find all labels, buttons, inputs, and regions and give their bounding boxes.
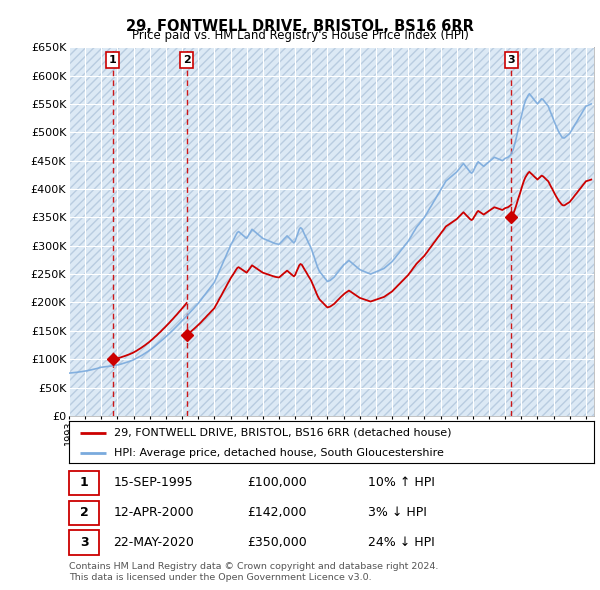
Text: 3: 3 [80, 536, 89, 549]
Text: 3% ↓ HPI: 3% ↓ HPI [368, 506, 427, 519]
Text: 22-MAY-2020: 22-MAY-2020 [113, 536, 194, 549]
FancyBboxPatch shape [69, 530, 100, 555]
Text: 29, FONTWELL DRIVE, BRISTOL, BS16 6RR: 29, FONTWELL DRIVE, BRISTOL, BS16 6RR [126, 19, 474, 34]
Text: 1: 1 [80, 476, 89, 489]
Text: £350,000: £350,000 [248, 536, 307, 549]
Text: 2: 2 [183, 55, 190, 65]
Text: 1: 1 [109, 55, 116, 65]
Text: 24% ↓ HPI: 24% ↓ HPI [368, 536, 435, 549]
FancyBboxPatch shape [69, 471, 100, 495]
Text: 2: 2 [80, 506, 89, 519]
Text: Contains HM Land Registry data © Crown copyright and database right 2024.
This d: Contains HM Land Registry data © Crown c… [69, 562, 439, 582]
Text: 29, FONTWELL DRIVE, BRISTOL, BS16 6RR (detached house): 29, FONTWELL DRIVE, BRISTOL, BS16 6RR (d… [113, 428, 451, 438]
Text: HPI: Average price, detached house, South Gloucestershire: HPI: Average price, detached house, Sout… [113, 448, 443, 457]
FancyBboxPatch shape [69, 500, 100, 525]
Text: 10% ↑ HPI: 10% ↑ HPI [368, 476, 435, 489]
Text: £142,000: £142,000 [248, 506, 307, 519]
Text: £100,000: £100,000 [248, 476, 307, 489]
Text: 12-APR-2000: 12-APR-2000 [113, 506, 194, 519]
Text: 3: 3 [508, 55, 515, 65]
Text: 15-SEP-1995: 15-SEP-1995 [113, 476, 193, 489]
Text: Price paid vs. HM Land Registry's House Price Index (HPI): Price paid vs. HM Land Registry's House … [131, 30, 469, 42]
